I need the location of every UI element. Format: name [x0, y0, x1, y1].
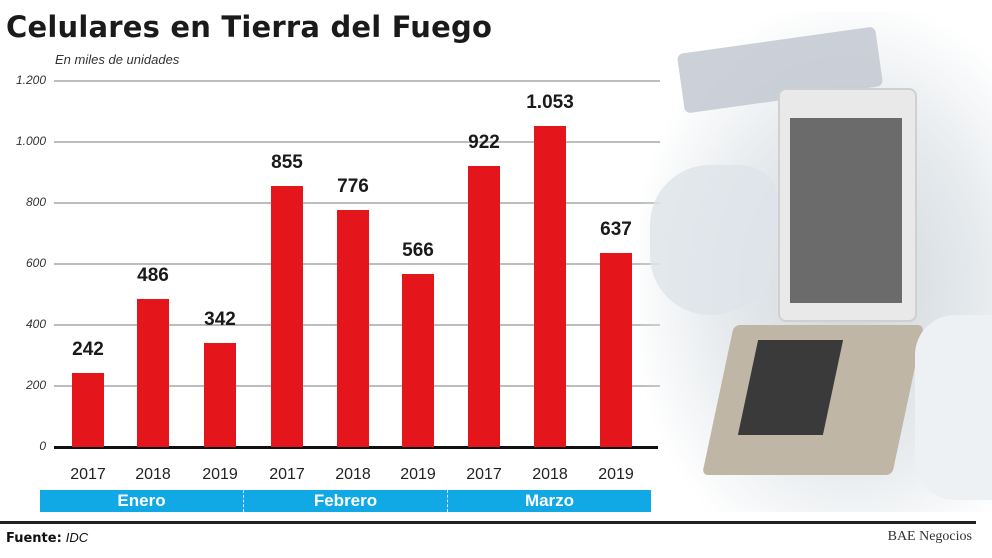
- footer-rule: [0, 521, 976, 524]
- x-tick-label: 2019: [400, 466, 436, 483]
- y-tick-label: 600: [25, 256, 46, 270]
- photo-glove-left: [650, 165, 780, 315]
- photo-phone-screen: [790, 118, 902, 303]
- x-tick-label: 2019: [202, 466, 238, 483]
- value-label: 922: [468, 131, 500, 153]
- gridline: [54, 80, 660, 82]
- x-tick-label: 2018: [532, 466, 568, 483]
- y-tick-label: 200: [25, 378, 46, 392]
- source-value: IDC: [65, 530, 89, 545]
- bar: [600, 252, 632, 447]
- chart-subtitle: En miles de unidades: [55, 52, 180, 67]
- photo-glove-right: [915, 315, 992, 500]
- bar: [534, 125, 566, 447]
- value-label: 486: [137, 264, 169, 286]
- source-label: Fuente:: [6, 531, 62, 546]
- value-label: 776: [337, 176, 369, 198]
- x-tick-label: 2017: [269, 466, 305, 483]
- y-tick-label: 1.000: [15, 134, 46, 148]
- value-label: 855: [271, 152, 303, 174]
- value-label: 342: [204, 308, 236, 330]
- month-band: Enero Febrero Marzo: [40, 490, 651, 512]
- group-label-enero: Enero: [40, 490, 244, 512]
- x-tick-label: 2019: [598, 466, 634, 483]
- gridline: [54, 141, 660, 143]
- bar: [468, 165, 500, 447]
- x-tick-label: 2017: [70, 466, 106, 483]
- x-axis-baseline: [54, 446, 658, 449]
- group-label-marzo: Marzo: [524, 491, 575, 510]
- value-label: 1.053: [526, 91, 574, 113]
- x-tick-label: 2017: [466, 466, 502, 483]
- bar-chart: 0 200 400 600 800 1.000 1.200 242 2017 486 2018 342…: [15, 73, 660, 483]
- bar: [337, 210, 369, 447]
- x-tick-label: 2018: [335, 466, 371, 483]
- value-label: 637: [600, 218, 632, 240]
- y-tick-label: 1.200: [15, 73, 46, 87]
- bar: [204, 342, 236, 447]
- chart-title: Celulares en Tierra del Fuego: [6, 10, 493, 44]
- y-tick-label: 400: [25, 317, 46, 331]
- x-tick-label: 2018: [135, 466, 171, 483]
- value-label: 566: [402, 240, 434, 262]
- bar: [271, 186, 303, 447]
- publisher-credit: BAE Negocios: [887, 529, 972, 544]
- bar: [137, 298, 169, 447]
- gridline: [54, 202, 660, 204]
- y-tick-label: 0: [39, 439, 46, 453]
- source-line: Fuente: IDC: [6, 530, 88, 546]
- y-tick-label: 800: [25, 195, 46, 209]
- group-label-febrero: Febrero: [244, 490, 448, 512]
- value-label: 242: [72, 339, 104, 361]
- bar: [402, 274, 434, 447]
- bar: [72, 373, 104, 447]
